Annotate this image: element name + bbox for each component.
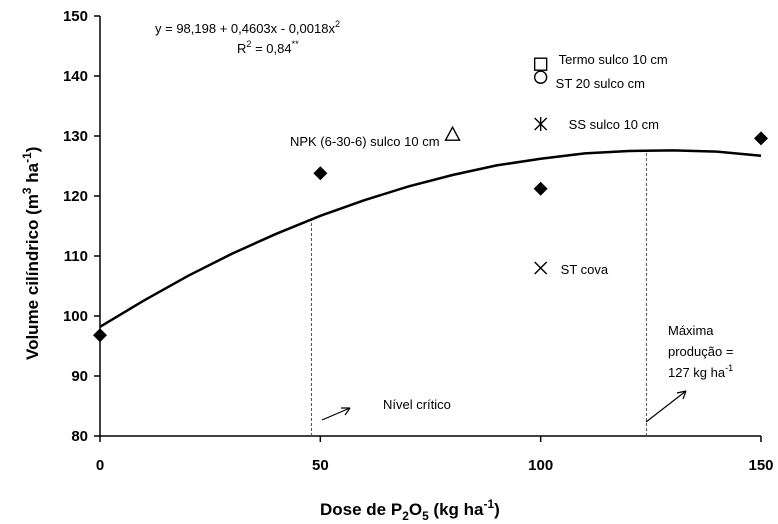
r2-part: R: [237, 41, 246, 56]
r2-part: **: [292, 39, 300, 49]
r-squared: R2 = 0,84**: [237, 39, 299, 56]
equation-part: y = 98,198 + 0,4603x - 0,0018x: [155, 21, 335, 36]
y-tick-label: 90: [71, 368, 88, 385]
x-tick-label: 0: [96, 457, 104, 474]
fit-curve: [99, 149, 762, 328]
ylabel-part: ha: [23, 162, 42, 187]
ylabel-part: ): [23, 147, 42, 153]
annotation: Nível crítico: [383, 397, 451, 412]
arrow-head: [676, 390, 687, 400]
r2-part: = 0,84: [251, 41, 291, 56]
y-tick-label: 150: [63, 8, 88, 25]
annotation-part: Máxima: [668, 323, 714, 338]
x-tick-label: 50: [312, 457, 329, 474]
point-label: ST 20 sulco cm: [556, 76, 645, 91]
xlabel-part: O: [409, 500, 422, 519]
y-tick-label: 120: [63, 188, 88, 205]
annotation-part: -1: [725, 363, 733, 373]
x-axis-label: Dose de P2O5 (kg ha-1): [320, 497, 500, 523]
x-tick-label: 100: [528, 457, 553, 474]
arrow: [321, 407, 351, 421]
xlabel-part: Dose de P: [320, 500, 402, 519]
y-axis-label: Volume cilíndrico (m3 ha-1): [20, 147, 42, 360]
xlabel-part: 5: [422, 509, 429, 523]
diamond: [313, 166, 328, 181]
circle: [533, 70, 548, 84]
y-tick-label: 110: [64, 248, 88, 265]
arrow: [645, 390, 687, 423]
xlabel-part: ): [494, 500, 500, 519]
ylabel-part: Volume cilíndrico (m: [23, 194, 42, 360]
ylabel-part: 3: [20, 187, 34, 194]
y-tick-label: 140: [63, 68, 88, 85]
cross: [534, 261, 548, 275]
y-tick-label: 80: [71, 428, 88, 445]
arrow-head: [341, 407, 351, 416]
triangle: [444, 125, 461, 141]
marker-diamond: [754, 131, 768, 146]
y-tick-label: 130: [63, 128, 88, 145]
diamond: [93, 328, 107, 343]
marker-diamond: [93, 328, 107, 343]
ylabel-part: -1: [20, 152, 34, 163]
marker-diamond: [313, 166, 328, 181]
annotation-part: 127 kg ha: [668, 365, 726, 380]
y-tick-label: 100: [63, 308, 88, 325]
annotation-part: produção =: [668, 344, 733, 359]
xlabel-part: -1: [483, 497, 494, 511]
x-tick-label: 150: [748, 457, 773, 474]
marker-diamond: [533, 181, 548, 196]
marker-x: [534, 261, 548, 275]
point-label: NPK (6-30-6) sulco 10 cm: [290, 134, 440, 149]
marker-triangle: [444, 125, 461, 141]
xlabel-part: (kg ha: [429, 500, 484, 519]
xlabel-part: 2: [402, 509, 409, 523]
diamond: [533, 181, 548, 196]
annotation: Máxima produção = 127 kg ha-1: [668, 323, 733, 380]
marker-square: [533, 57, 548, 71]
r2-part: 2: [246, 39, 251, 49]
diamond: [754, 131, 768, 146]
marker-circle: [533, 70, 548, 84]
point-label: ST cova: [561, 262, 609, 277]
annotation-part: Nível crítico: [383, 397, 451, 412]
point-label: SS sulco 10 cm: [569, 117, 659, 132]
point-label: Termo sulco 10 cm: [559, 52, 668, 67]
equation: y = 98,198 + 0,4603x - 0,0018x2: [155, 19, 340, 36]
equation-part: 2: [335, 19, 340, 29]
arrows: [321, 390, 687, 423]
marker-asterisk: [534, 117, 548, 131]
square: [533, 57, 548, 71]
